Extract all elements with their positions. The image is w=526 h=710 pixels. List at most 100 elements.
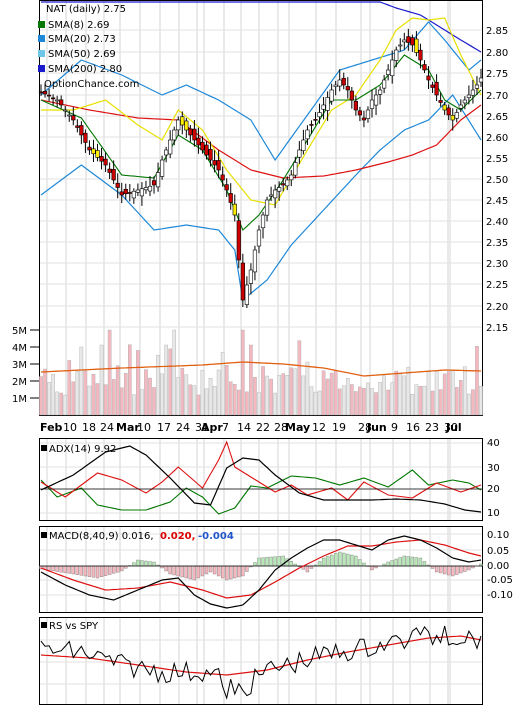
date-Jun: Jun	[366, 421, 387, 434]
volume-bar	[345, 378, 350, 416]
adx-plus-di-line	[40, 469, 482, 515]
volume-bar	[446, 371, 451, 416]
volume-bar	[253, 377, 257, 416]
volume-bar	[277, 375, 281, 416]
volume-bar	[467, 393, 471, 416]
histogram-bar	[321, 557, 326, 567]
volume-bar	[386, 389, 390, 416]
volume-bar	[216, 369, 221, 416]
candle-body	[402, 39, 407, 43]
histogram-bar	[438, 565, 443, 574]
volume-bar	[390, 382, 394, 416]
candle-body	[478, 77, 484, 83]
volume-bar	[442, 373, 447, 416]
volume-axis: 5M 4M 3M 2M 1M	[12, 326, 39, 405]
rs-average-line	[40, 635, 482, 676]
volume-bar	[463, 366, 467, 416]
volume-bar	[471, 389, 475, 416]
histogram-bar	[414, 557, 419, 567]
date-28: 28	[274, 421, 288, 434]
histogram-bar	[120, 565, 124, 572]
histogram-bar	[184, 565, 188, 579]
volume-bar	[196, 394, 201, 416]
volume-bar	[450, 370, 455, 416]
candle-body	[305, 129, 310, 140]
volume-bar	[394, 370, 399, 416]
volume-bar	[132, 394, 136, 416]
candle-body	[394, 49, 399, 61]
date-18: 18	[82, 421, 96, 434]
price-panel-frame	[39, 0, 483, 416]
histogram-bar	[402, 555, 406, 567]
macd-tick-0.10: 0.10	[487, 530, 509, 541]
candle-body	[248, 269, 254, 284]
candle-body	[256, 229, 262, 247]
histogram-bar	[107, 565, 112, 575]
candle-body	[55, 99, 60, 102]
candle-body	[289, 174, 294, 181]
histogram-bar	[350, 554, 354, 567]
volume-bar	[107, 329, 112, 416]
volume-bar	[168, 348, 172, 416]
volume-bar	[337, 388, 342, 416]
histogram-bar	[261, 557, 265, 567]
volume-bar	[321, 370, 326, 416]
volume-bar	[350, 384, 354, 416]
volume-bar	[39, 376, 43, 416]
volume-bar	[362, 387, 366, 416]
volume-bar	[313, 391, 318, 416]
tick-2.70: 2.70	[486, 91, 508, 102]
volume-bar	[212, 385, 217, 416]
candle-body	[281, 183, 286, 186]
candle-body	[95, 150, 100, 158]
candle-body	[458, 104, 463, 109]
histogram-bar	[362, 562, 366, 567]
candle-body	[438, 100, 443, 103]
candle-body	[46, 94, 52, 97]
volume-bar	[63, 394, 68, 416]
histogram-bar	[443, 565, 447, 575]
macd-tick-0.00: 0.00	[487, 561, 509, 572]
candle-body	[38, 91, 44, 94]
volume-bar	[152, 387, 156, 416]
histogram-bar	[55, 565, 59, 572]
date-9: 9	[391, 421, 398, 434]
histogram-bar	[172, 565, 176, 576]
histogram-bar	[71, 565, 75, 575]
date-10b: 10	[137, 421, 151, 434]
volume-bar	[358, 386, 362, 416]
candle-body	[192, 128, 197, 141]
date-axis: Feb 10 18 24 Mar 10 17 24 31 Apr 7 14 22…	[40, 421, 462, 434]
histogram-bar	[434, 565, 439, 573]
macd-line	[40, 535, 482, 609]
volume-bar	[180, 367, 185, 416]
candle-body	[127, 192, 132, 194]
volume-bar	[148, 377, 152, 416]
histogram-bar	[180, 565, 184, 578]
candle-body	[466, 94, 471, 99]
candle-body	[325, 97, 330, 111]
histogram-bar	[386, 561, 390, 567]
volume-bar	[341, 385, 346, 416]
candle-body	[361, 117, 367, 121]
candle-body	[172, 129, 177, 141]
adx-tick-40: 40	[487, 438, 500, 449]
candle-body	[71, 115, 76, 121]
candle-body	[180, 116, 185, 126]
candle-body	[83, 132, 88, 143]
tick-2.25: 2.25	[486, 280, 508, 291]
volume-bar	[333, 370, 338, 416]
histogram-bar	[390, 560, 394, 567]
histogram-bar	[200, 565, 205, 577]
adx-tick-30: 30	[487, 463, 500, 474]
histogram-bar	[79, 565, 84, 576]
candle-body	[434, 81, 439, 96]
candle-body	[107, 168, 112, 173]
volume-bar	[220, 351, 225, 416]
histogram-bar	[329, 554, 334, 567]
volume-bar	[91, 374, 96, 416]
candle-body	[369, 99, 375, 109]
volume-bar	[103, 384, 108, 416]
histogram-bar	[136, 559, 140, 567]
histogram-bar	[59, 565, 63, 573]
